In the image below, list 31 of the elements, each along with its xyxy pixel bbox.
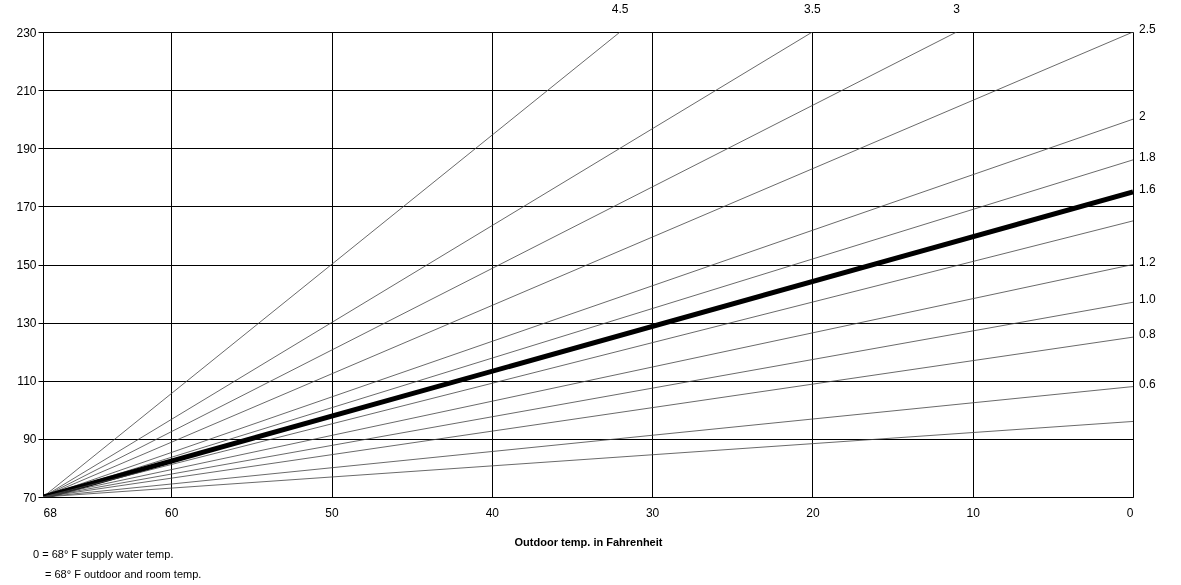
y-tick-label: 130: [16, 316, 37, 331]
series-label: 0.6: [1139, 376, 1157, 391]
series-label: 1.6: [1139, 181, 1157, 196]
series-label: 2.5: [1139, 22, 1157, 36]
series-label: 2: [1139, 109, 1146, 124]
text: = 68° F outdoor and room temp.: [45, 568, 202, 580]
x-tick-label: 0: [1126, 505, 1134, 520]
x-axis-title: Outdoor temp. in Fahrenheit: [514, 535, 663, 548]
text: 0 = 68° F supply water temp.: [33, 548, 174, 560]
x-tick-label: 30: [645, 505, 660, 520]
series-label: 1.0: [1139, 292, 1157, 307]
x-tick-label: 60: [165, 505, 179, 520]
series-label: 3: [953, 2, 961, 16]
x-tick-label: 40: [485, 505, 500, 520]
y-tick-label: 230: [16, 25, 37, 40]
x-tick-label: 10: [966, 505, 981, 520]
y-tick-label: 90: [23, 432, 37, 447]
y-tick-label: 150: [16, 258, 37, 272]
x-tick-label: 20: [806, 505, 820, 520]
y-tick-label: 170: [16, 199, 37, 214]
x-tick-label: 68: [43, 505, 58, 520]
y-tick-label: 110: [17, 374, 37, 389]
series-label: 4.5: [611, 2, 629, 16]
y-tick-label: 190: [16, 141, 37, 156]
series-label: 1.8: [1139, 149, 1157, 164]
series-label: 3.5: [804, 2, 822, 16]
y-tick-label: 210: [16, 83, 37, 98]
series-label: 1.2: [1139, 254, 1157, 269]
y-tick-label: 70: [23, 490, 37, 505]
x-tick-label: 50: [325, 505, 340, 520]
series-label: 0.8: [1139, 327, 1157, 342]
